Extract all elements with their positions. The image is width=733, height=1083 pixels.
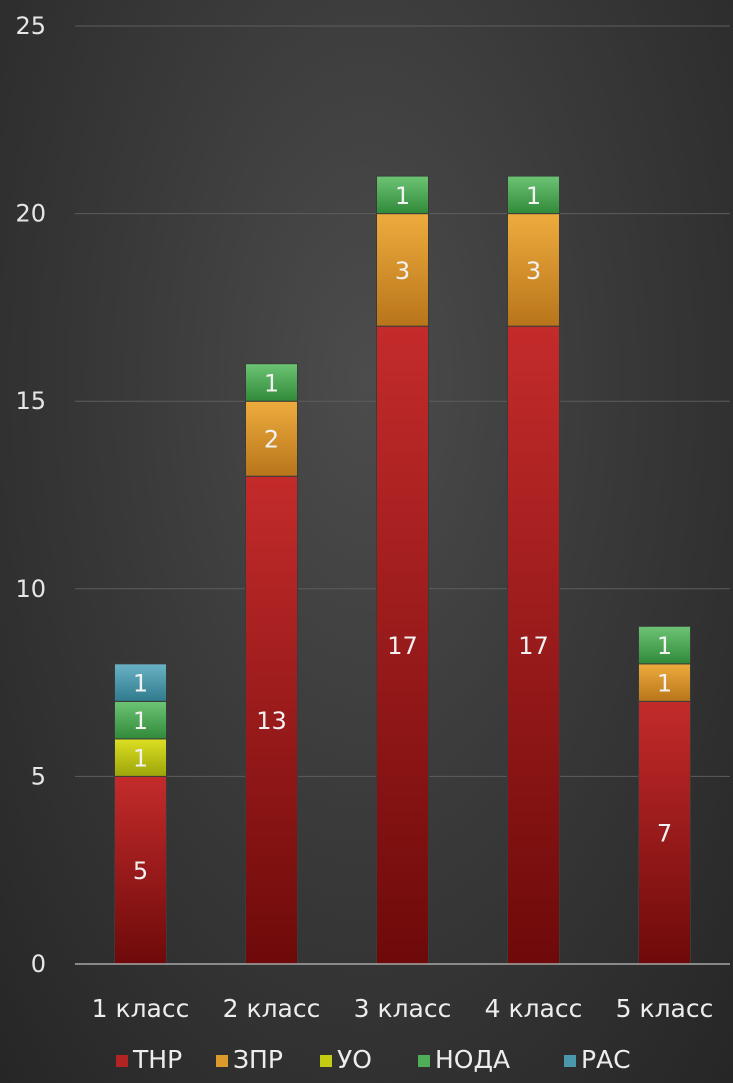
- legend-label: РАС: [581, 1045, 631, 1074]
- y-axis-ticks: 0 5 10 15 20 25: [15, 12, 46, 978]
- x-tick-label: 1 класс: [92, 994, 190, 1023]
- data-label: 3: [526, 257, 541, 285]
- data-label: 17: [387, 632, 418, 660]
- legend-label: НОДА: [435, 1045, 510, 1074]
- x-tick-label: 5 класс: [616, 994, 714, 1023]
- data-label: 1: [395, 182, 410, 210]
- y-tick-label: 25: [15, 12, 46, 40]
- bar-stack: 13 2 1: [246, 364, 298, 964]
- data-label: 17: [518, 632, 549, 660]
- legend-swatch: [564, 1055, 576, 1067]
- data-label: 3: [395, 257, 410, 285]
- legend-item: ЗПР: [216, 1045, 283, 1074]
- data-label: 7: [657, 820, 672, 848]
- legend: ТНР ЗПР УО НОДА РАС: [116, 1045, 631, 1074]
- x-axis-labels: 1 класс 2 класс 3 класс 4 класс 5 класс: [92, 994, 714, 1023]
- data-label: 1: [657, 670, 672, 698]
- legend-swatch: [216, 1055, 228, 1067]
- data-label: 1: [657, 632, 672, 660]
- y-tick-label: 15: [15, 387, 46, 415]
- legend-label: ЗПР: [233, 1045, 283, 1074]
- legend-item: ТНР: [116, 1045, 182, 1074]
- legend-item: РАС: [564, 1045, 631, 1074]
- data-label: 5: [133, 857, 148, 885]
- x-tick-label: 4 класс: [485, 994, 583, 1023]
- x-tick-label: 2 класс: [223, 994, 321, 1023]
- data-label: 1: [133, 670, 148, 698]
- y-tick-label: 5: [31, 762, 46, 790]
- legend-swatch: [320, 1055, 332, 1067]
- data-label: 2: [264, 426, 279, 454]
- bar-stack: 7 1 1: [639, 626, 691, 964]
- data-label: 1: [264, 369, 279, 397]
- x-tick-label: 3 класс: [354, 994, 452, 1023]
- bar-stack: 5 1 1 1: [115, 664, 167, 964]
- data-label: 1: [133, 707, 148, 735]
- legend-label: УО: [337, 1045, 372, 1074]
- legend-item: НОДА: [418, 1045, 510, 1074]
- y-tick-label: 10: [15, 575, 46, 603]
- data-label: 1: [133, 745, 148, 773]
- data-label: 1: [526, 182, 541, 210]
- data-label: 13: [256, 707, 287, 735]
- y-tick-label: 0: [31, 950, 46, 978]
- y-tick-label: 20: [15, 200, 46, 228]
- legend-swatch: [418, 1055, 430, 1067]
- legend-item: УО: [320, 1045, 372, 1074]
- legend-swatch: [116, 1055, 128, 1067]
- legend-label: ТНР: [132, 1045, 182, 1074]
